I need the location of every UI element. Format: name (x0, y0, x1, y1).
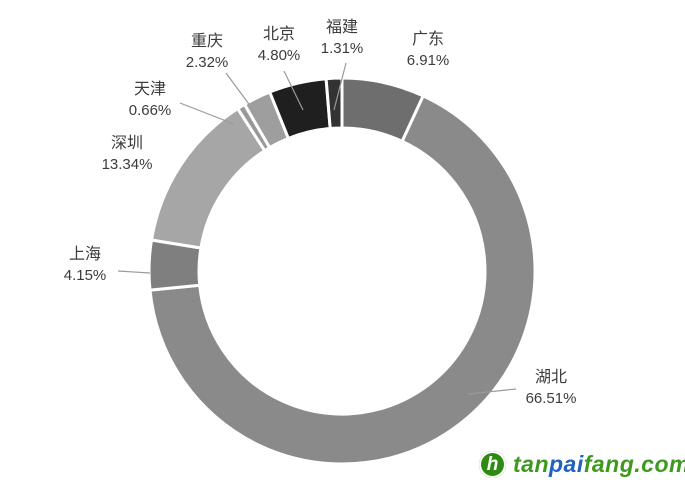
leader-line-shanghai (117, 270, 151, 274)
slice-label-guangdong: 广东 6.91% (407, 29, 450, 71)
donut-slice-shenzhen (150, 107, 267, 250)
slice-value: 6.91% (406, 51, 450, 69)
leader-line-beijing (283, 70, 304, 111)
leader-line-chongqing (225, 72, 255, 112)
slice-label-fujian: 福建 1.31% (321, 17, 364, 59)
donut-slice-fujian (324, 76, 344, 130)
slice-value: 4.80% (257, 46, 301, 64)
slice-name: 深圳 (110, 135, 143, 152)
logo-text-part: tan (513, 451, 549, 477)
slice-value: 66.51% (525, 389, 577, 407)
slice-value: 0.66% (128, 101, 172, 119)
slice-name: 天津 (133, 81, 167, 98)
donut-slice-hubei (148, 94, 537, 466)
slice-label-hubei: 湖北 66.51% (526, 367, 577, 409)
leader-lines (117, 62, 517, 395)
slice-label-tianjin: 天津 0.66% (129, 79, 172, 121)
logo-text-part: pai (549, 451, 584, 477)
tanpaifang-leaf-icon: h (479, 451, 506, 478)
site-logo-text: tanpaifang.com (513, 453, 685, 476)
slice-name: 湖北 (534, 369, 567, 386)
slice-label-chongqing: 重庆 2.32% (186, 31, 229, 73)
leader-line-hubei (467, 388, 517, 395)
slice-value: 13.34% (101, 155, 153, 173)
slice-label-beijing: 北京 4.80% (258, 24, 301, 66)
slice-name: 广东 (411, 31, 445, 48)
leader-line-tianjin (179, 102, 235, 125)
site-logo[interactable]: h tanpaifang.com (479, 451, 685, 478)
leader-line-fujian (333, 62, 347, 111)
slice-value: 2.32% (185, 53, 229, 71)
donut-slices (147, 76, 537, 466)
logo-text-part: fang.com (583, 451, 685, 477)
slice-name: 北京 (262, 26, 296, 43)
slice-value: 1.31% (320, 39, 364, 57)
slice-value: 4.15% (63, 266, 107, 284)
slice-label-shenzhen: 深圳 13.34% (102, 133, 153, 175)
slice-label-shanghai: 上海 4.15% (64, 244, 107, 286)
slice-name: 福建 (325, 19, 359, 36)
slice-name: 重庆 (190, 33, 224, 50)
slice-name: 上海 (68, 246, 102, 263)
